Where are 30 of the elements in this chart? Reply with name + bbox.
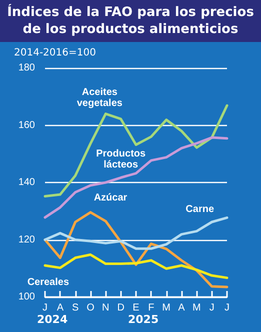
x-tick-label: S — [72, 302, 79, 314]
line-series — [44, 216, 228, 250]
x-tick-label: N — [102, 302, 110, 314]
x-tick-label: M — [162, 302, 171, 314]
line-series — [44, 253, 228, 280]
x-tick-label: M — [192, 302, 201, 314]
x-tick-label: A — [56, 302, 64, 314]
series-label: Azúcar — [94, 192, 128, 204]
series-label: Cereales — [27, 276, 70, 288]
chart-title: Índices de la FAO para los precios de los productos alimenticios — [0, 0, 261, 42]
text: 2024 — [37, 313, 68, 326]
x-tick-label: O — [86, 302, 95, 314]
x-tick-label: F — [148, 302, 154, 314]
series-label: Carne — [186, 204, 214, 216]
series-label: Aceites vegetales — [76, 86, 123, 109]
y-tick-label: 120 — [18, 234, 36, 246]
text: 2025 — [128, 313, 159, 326]
y-tick-label: 100 — [18, 292, 36, 302]
x-tick-label: D — [117, 302, 124, 314]
x-tick-label: E — [132, 302, 140, 314]
x-tick-label: J — [209, 302, 214, 314]
line-series — [44, 136, 228, 219]
y-axis-title: 2014-2016=100 — [14, 48, 96, 58]
y-tick-label: 180 — [18, 62, 36, 74]
series-label: Productos lácteos — [96, 148, 146, 171]
x-tick-label: J — [42, 302, 48, 314]
x-tick-label: A — [178, 302, 186, 314]
y-tick-label: 160 — [18, 120, 36, 131]
x-tick-label: J — [224, 302, 230, 314]
y-tick-label: 140 — [18, 177, 36, 188]
